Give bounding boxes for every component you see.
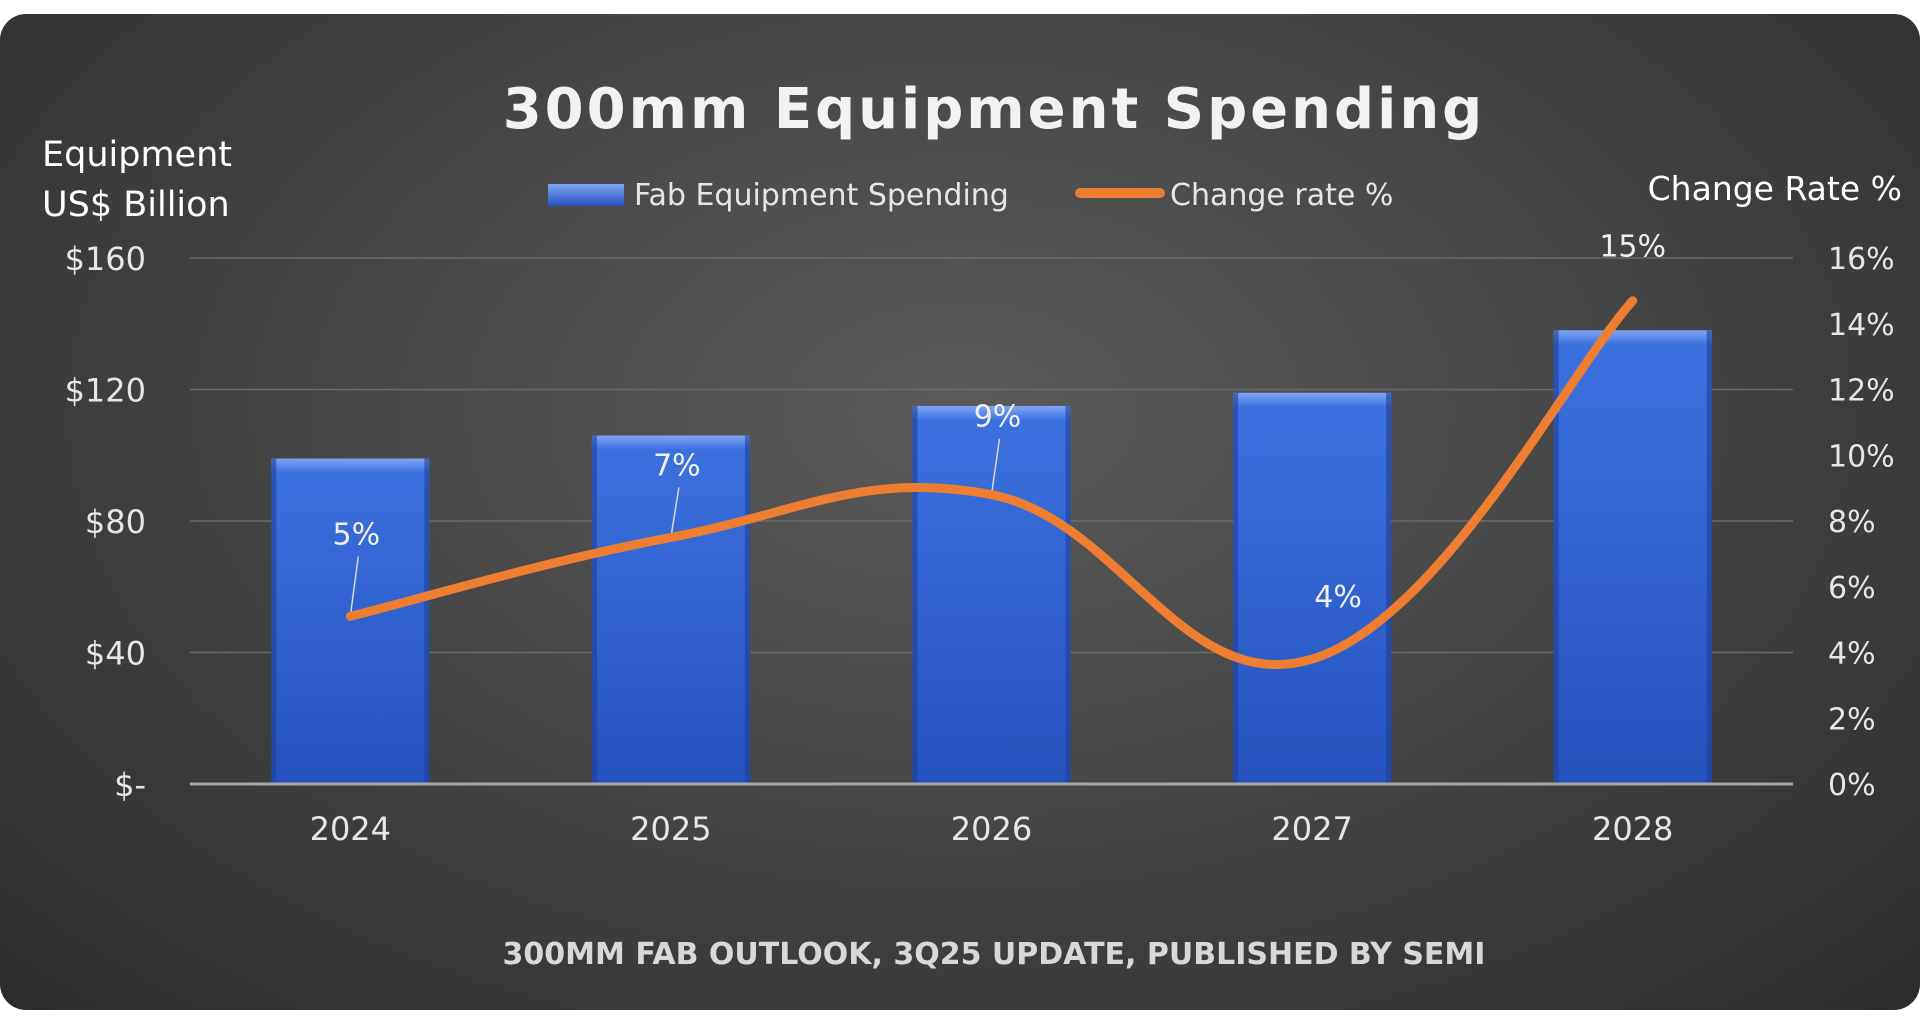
bar-edge-right [1065,405,1071,784]
y2-tick-label: 12% [1828,374,1895,409]
chart-title: 300mm Equipment Spending [503,77,1486,142]
source-note: 300MM FAB OUTLOOK, 3Q25 UPDATE, PUBLISHE… [503,937,1486,972]
x-tick-label: 2025 [630,810,711,848]
bar-top-highlight [591,435,750,450]
y2-tick-label: 4% [1828,637,1876,672]
data-label-leader [990,438,1001,495]
legend-label-line: Change rate % [1170,178,1393,213]
bar-edge-left [1553,330,1559,784]
y-axis-ticks: $- $40 $80 $120 $160 [65,240,146,804]
data-label-leaders [349,438,1001,617]
bar-edge-left [912,405,918,784]
change-rate-label-2027: 4% [1314,580,1362,615]
chart-canvas: 300mm Equipment Spending Equipment US$ B… [42,77,1902,972]
bar-edge-left [591,435,597,784]
x-tick-label: 2028 [1592,810,1673,848]
y2-tick-label: 8% [1828,505,1876,540]
bar-top-highlight [271,458,430,473]
y-tick-label: $- [114,766,146,804]
legend-bar-swatch [548,184,624,206]
bar-edge-left [1233,392,1239,784]
y-axis-title-line-2: US$ Billion [42,185,230,225]
y2-tick-label: 0% [1828,768,1876,803]
bar-top-highlight [1553,330,1712,345]
bar-body [912,405,1071,784]
bar-edge-right [744,435,750,784]
bar-2028 [1553,330,1712,784]
bar-edge-right [424,458,430,784]
y2-tick-label: 14% [1828,308,1895,343]
y-tick-label: $160 [65,240,146,278]
bar-body [591,435,750,784]
change-rate-labels: 5% 7% 9% 4% 15% [333,230,1667,615]
y-axis-title-line-1: Equipment [42,135,232,175]
x-tick-label: 2027 [1271,810,1352,848]
change-rate-label-2026: 9% [974,400,1022,435]
y2-axis-title: Change Rate % [1648,169,1902,208]
bar-edge-right [1386,392,1392,784]
bar-body [1233,392,1392,784]
bar-2027 [1233,392,1392,784]
y2-axis-ticks: 0% 2% 4% 6% 8% 10% 12% 14% 16% [1828,242,1895,803]
y-tick-label: $40 [85,635,146,673]
bar-edge-left [271,458,277,784]
data-label-leader [349,556,360,617]
y2-tick-label: 6% [1828,571,1876,606]
y2-tick-label: 16% [1828,242,1895,277]
bar-top-highlight [912,405,1071,420]
y2-tick-label: 2% [1828,702,1876,737]
y-tick-label: $120 [65,372,146,410]
bar-series [271,330,1712,784]
bar-top-highlight [1233,392,1392,407]
x-axis-ticks: 2024 2025 2026 2027 2028 [310,810,1674,848]
legend-label-bar: Fab Equipment Spending [634,178,1009,213]
x-tick-label: 2024 [310,810,391,848]
bar-edge-right [1706,330,1712,784]
change-rate-label-2024: 5% [333,517,381,552]
bar-2026 [912,405,1071,784]
chart-card: 300mm Equipment Spending Equipment US$ B… [0,14,1920,1010]
x-tick-label: 2026 [951,810,1032,848]
data-label-leader [670,487,680,538]
y2-tick-label: 10% [1828,439,1895,474]
bar-body [1553,330,1712,784]
bar-body [271,458,430,784]
y-tick-label: $80 [85,503,146,541]
change-rate-line [345,296,1638,670]
bar-2024 [271,458,430,784]
legend: Fab Equipment Spending Change rate % [548,178,1393,213]
bar-2025 [591,435,750,784]
change-rate-label-2028: 15% [1599,230,1666,265]
change-rate-label-2025: 7% [653,448,701,483]
